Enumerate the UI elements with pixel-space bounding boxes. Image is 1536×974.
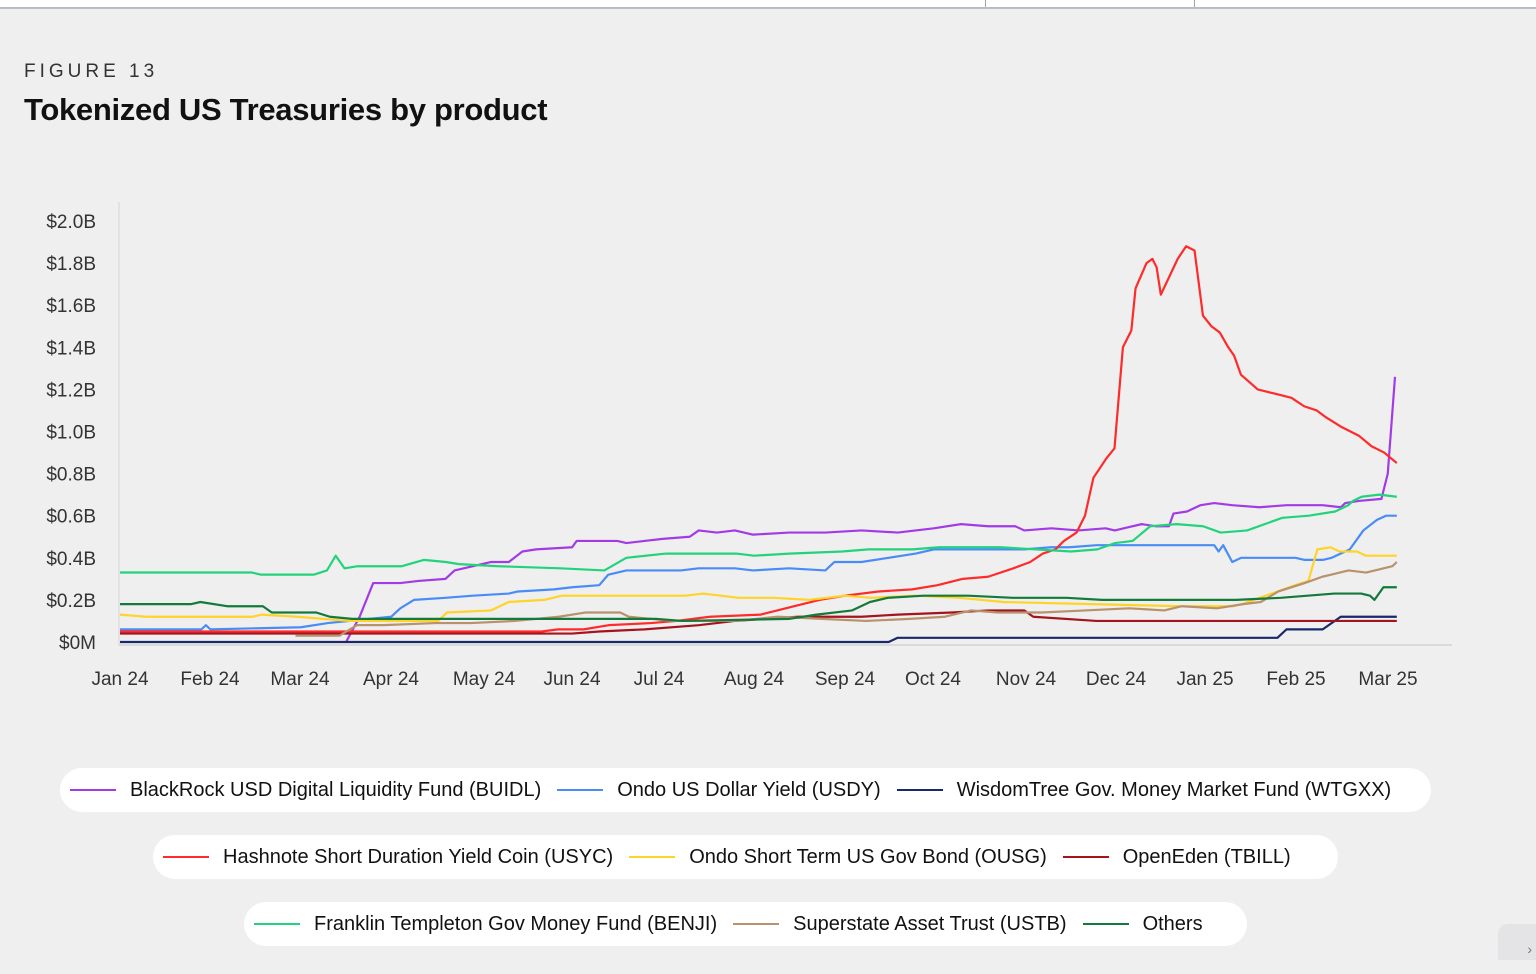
legend-swatch [629,856,676,858]
legend-item[interactable]: Ondo US Dollar Yield (USDY) [557,778,881,802]
legend-swatch [733,923,780,925]
legend-label: BlackRock USD Digital Liquidity Fund (BU… [130,778,542,801]
scroll-corner-chevron-icon[interactable]: › [1498,924,1536,960]
legend-item[interactable]: Hashnote Short Duration Yield Coin (USYC… [163,846,613,869]
legend-item[interactable]: Ondo Short Term US Gov Bond (OUSG) [629,846,1047,869]
legend-label: Ondo US Dollar Yield (USDY) [617,778,881,801]
x-tick-label: Dec 24 [1086,669,1147,690]
legend-row: Hashnote Short Duration Yield Coin (USYC… [153,835,1338,879]
legend-swatch [163,856,209,858]
y-tick-label: $0.4B [46,549,96,570]
y-tick-label: $0M [59,633,96,654]
y-tick-label: $0.2B [46,591,96,612]
legend-swatch [70,789,116,791]
chart-series-lines [119,245,1398,644]
x-tick-label: Aug 24 [724,669,785,690]
y-tick-label: $0.8B [46,465,96,486]
legend-item[interactable]: Franklin Templeton Gov Money Fund (BENJI… [254,913,717,936]
x-tick-label: Mar 25 [1358,669,1417,690]
x-tick-label: May 24 [453,669,516,690]
x-tick-label: Jan 24 [91,669,148,690]
series-line-8 [120,586,1397,623]
legend-label: Franklin Templeton Gov Money Fund (BENJI… [314,912,718,935]
toolbar-divider [985,0,986,7]
y-tick-label: $0.6B [46,507,96,528]
legend-row: BlackRock USD Digital Liquidity Fund (BU… [60,768,1431,812]
legend-label: Superstate Asset Trust (USTB) [793,912,1067,935]
x-tick-label: Jun 24 [543,669,600,690]
toolbar-divider [1194,0,1195,7]
series-line-7 [295,561,1398,637]
legend-item[interactable]: Others [1082,912,1203,936]
top-toolbar-strip [0,0,1536,9]
y-tick-label: $1.6B [46,296,96,317]
legend-swatch [557,789,604,791]
legend-item[interactable]: Superstate Asset Trust (USTB) [733,912,1067,936]
series-line-0 [345,376,1397,643]
x-tick-label: Feb 25 [1266,669,1325,690]
y-tick-label: $1.2B [46,380,96,401]
legend-item[interactable]: BlackRock USD Digital Liquidity Fund (BU… [70,779,541,802]
legend-swatch [1082,923,1129,925]
legend-item[interactable]: OpenEden (TBILL) [1062,845,1291,869]
series-line-3 [120,245,1398,633]
y-tick-label: $2.0B [46,212,96,233]
y-tick-label: $1.8B [46,254,96,275]
series-line-5 [120,609,1397,635]
chart-axes: $0M $0.2B $0.4B $0.6B $0.8B $1.0B $1.2B $1.4B $1… [46,202,1452,690]
legend-swatch [254,923,300,925]
series-line-1 [120,514,1397,631]
x-tick-label: Nov 24 [996,669,1057,690]
legend-label: WisdomTree Gov. Money Market Fund (WTGXX… [956,778,1392,801]
legend-label: Others [1142,912,1203,935]
series-line-2 [120,615,1397,644]
x-tick-label: Jan 25 [1176,669,1233,690]
legend-label: Ondo Short Term US Gov Bond (OUSG) [689,845,1047,868]
legend-item[interactable]: WisdomTree Gov. Money Market Fund (WTGXX… [896,778,1392,802]
line-chart: $0M $0.2B $0.4B $0.6B $0.8B $1.0B $1.2B $1.4B $1… [46,202,1452,690]
legend-swatch [1062,856,1109,858]
chart-title: Tokenized US Treasuries by product [24,92,548,127]
legend-label: Hashnote Short Duration Yield Coin (USYC… [223,845,614,868]
x-tick-label: Feb 24 [180,669,240,690]
x-tick-label: Apr 24 [363,669,419,690]
legend-row: Franklin Templeton Gov Money Fund (BENJI… [244,902,1247,946]
x-tick-label: Mar 24 [270,669,330,690]
legend-swatch [896,789,943,791]
x-tick-label: Jul 24 [634,669,685,690]
y-tick-label: $1.0B [46,423,96,444]
figure-label: FIGURE 13 [24,61,159,82]
x-tick-label: Sep 24 [815,669,876,690]
y-tick-label: $1.4B [46,338,96,359]
series-line-6 [120,493,1397,576]
series-line-4 [119,546,1397,623]
x-tick-label: Oct 24 [905,669,961,690]
legend-label: OpenEden (TBILL) [1122,845,1291,868]
